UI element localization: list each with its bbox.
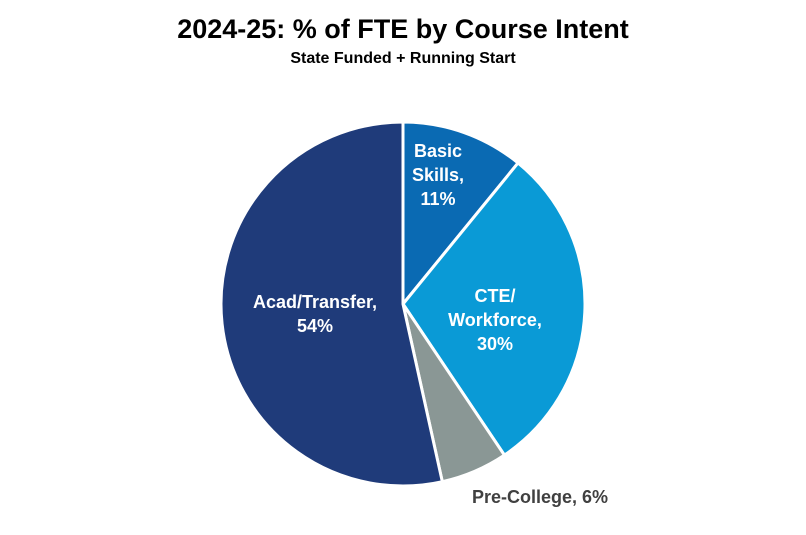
pie-slice-basic-skills [401, 120, 521, 309]
pie-slice-cte-workforce [401, 160, 587, 458]
chart-title: 2024-25: % of FTE by Course Intent [177, 14, 629, 44]
pie-slice-acad-transfer [219, 120, 445, 488]
data-label-acad-transfer: Acad/Transfer, 54% [253, 292, 377, 336]
data-label-pre-college: Pre-College, 6% [472, 487, 608, 507]
data-label-cte-workforce: CTE/Workforce, 30% [448, 286, 542, 354]
data-label-basic-skills: Basic Skills, 11% [412, 141, 464, 209]
chart-subtitle: State Funded + Running Start [290, 50, 516, 67]
